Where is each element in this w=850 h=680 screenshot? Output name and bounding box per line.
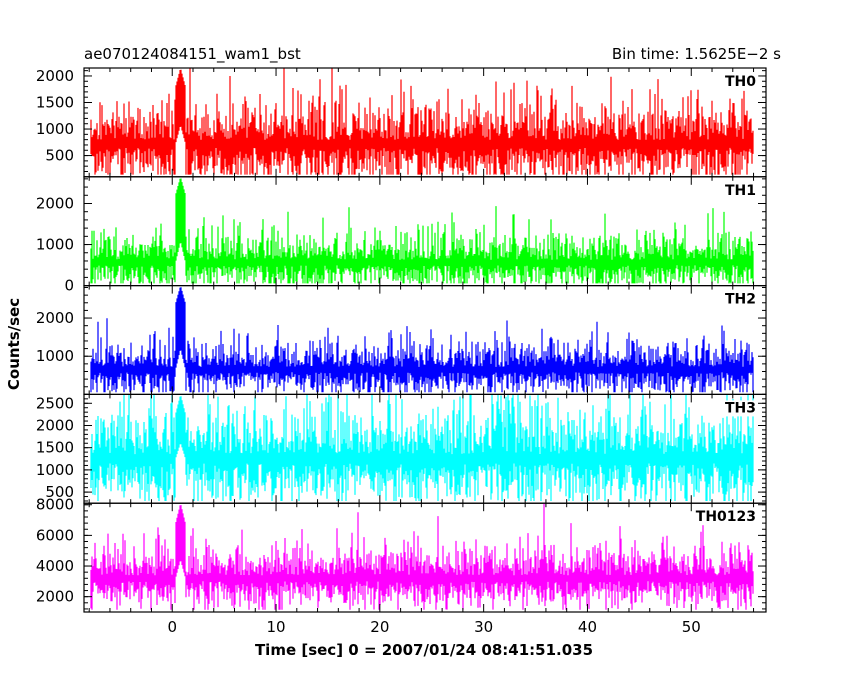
series-line-th2 [90, 287, 754, 393]
y-tick-label: 1000 [36, 236, 74, 254]
panel-label-background [693, 509, 758, 526]
y-tick-label: 2000 [36, 416, 74, 434]
panel-label: TH1 [725, 183, 756, 199]
x-tick-label: 30 [474, 618, 493, 636]
y-tick-label: 1500 [36, 93, 74, 111]
y-tick-label: 2000 [36, 194, 74, 212]
y-tick-label: 2000 [36, 309, 74, 327]
y-tick-label: 500 [45, 483, 74, 501]
panel-th2: 1000 2000 TH2 [36, 285, 767, 396]
x-tick-label: 0 [167, 618, 177, 636]
series-line-th0123 [90, 503, 754, 610]
y-tick-label: 1000 [36, 461, 74, 479]
y-tick-label: 6000 [36, 526, 74, 544]
panel-label: TH3 [725, 400, 756, 416]
panel-label: TH0123 [696, 509, 756, 525]
x-axis-label: Time [sec] 0 = 2007/01/24 08:41:51.035 [255, 641, 593, 659]
x-tick-label: 50 [682, 618, 701, 636]
y-tick-label: 0 [64, 277, 74, 295]
panel-label-background [722, 291, 758, 308]
y-axis-label: Counts/sec [5, 298, 23, 390]
panel-th1: 0 1000 2000 TH1 [36, 176, 767, 295]
x-tick-label: 10 [266, 618, 285, 636]
plot-title: ae070124084151_wam1_bst [84, 45, 301, 64]
bin-time-label: Bin time: 1.5625E−2 s [612, 45, 781, 63]
y-tick-label: 1500 [36, 439, 74, 457]
series-line-th1 [90, 178, 754, 284]
series-line-th0 [90, 68, 754, 175]
y-tick-label: 1000 [36, 120, 74, 138]
panel-label: TH0 [725, 74, 756, 90]
y-tick-label: 2000 [36, 67, 74, 85]
x-tick-label: 20 [370, 618, 389, 636]
y-tick-label: 1000 [36, 347, 74, 365]
panel-label-background [722, 400, 758, 417]
panel-label-background [722, 74, 759, 90]
y-tick-label: 4000 [36, 557, 74, 575]
panel-th0: 500 1000 1500 2000 TH0 [36, 67, 767, 178]
y-tick-label: 500 [45, 147, 74, 165]
series-line-th3 [90, 394, 754, 501]
y-tick-label: 2500 [36, 394, 74, 412]
x-tick-label: 40 [578, 618, 597, 636]
panel-th0123: 2000 4000 6000 8000 TH0123 0 10 20 30 40 50 [36, 496, 767, 636]
panel-frame [83, 502, 767, 613]
panel-th3: 500 1000 1500 2000 2500 TH3 [36, 393, 767, 504]
panel-label: TH2 [725, 292, 756, 308]
panel-label-background [722, 182, 758, 199]
y-tick-label: 8000 [36, 496, 74, 514]
y-tick-label: 2000 [36, 588, 74, 606]
